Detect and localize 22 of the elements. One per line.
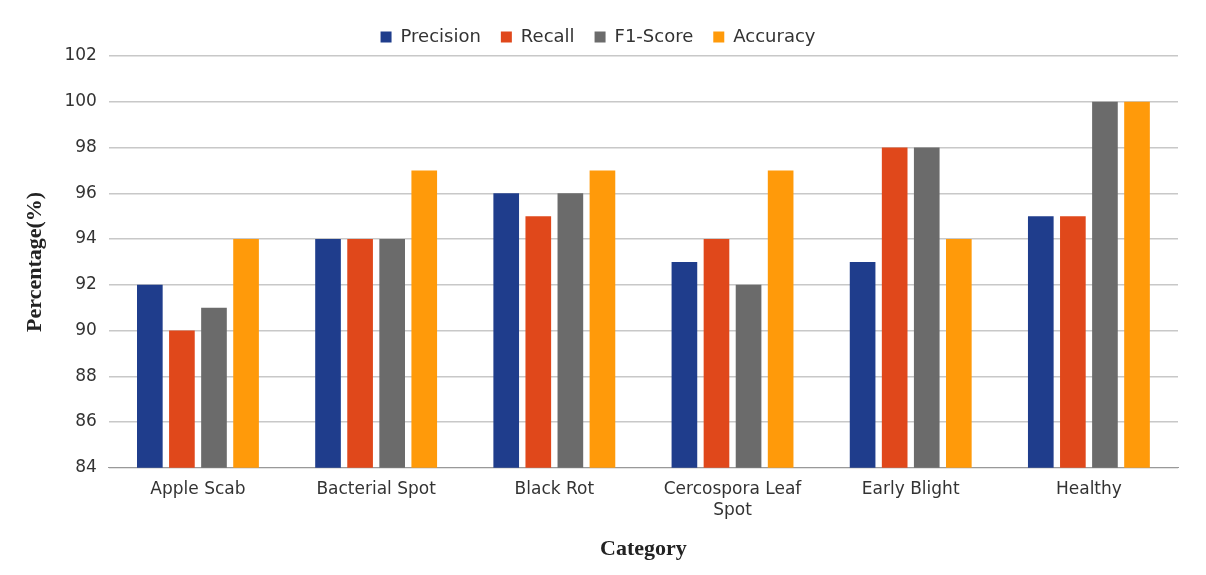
x-tick-label: Apple Scab [150,478,246,499]
y-tick-label: 84 [75,456,97,477]
x-axis-title: Category [600,535,687,561]
x-tick-label: Black Rot [514,478,595,499]
x-tick-label: Bacterial Spot [316,478,437,499]
legend-label: Accuracy [733,24,816,46]
y-tick-label: 88 [75,364,97,385]
x-tick-label: Early Blight [861,478,960,499]
y-tick-label: 94 [75,227,97,248]
y-tick-label: 98 [75,135,97,156]
y-tick-label: 92 [75,273,97,294]
legend-label: Precision [400,24,481,46]
x-tick-label: Cercospora Leaf Spot [663,478,803,519]
x-tick-label: Healthy [1055,478,1122,499]
y-tick-label: 102 [64,44,97,65]
y-tick-label: 100 [64,90,97,111]
y-tick-label: 96 [75,181,97,202]
y-tick-label: 86 [75,410,97,431]
y-tick-label: 90 [75,318,97,339]
legend-label: F1-Score [614,24,694,46]
y-axis-title: Percentage(%) [20,191,46,332]
legend-label: Recall [520,24,575,46]
